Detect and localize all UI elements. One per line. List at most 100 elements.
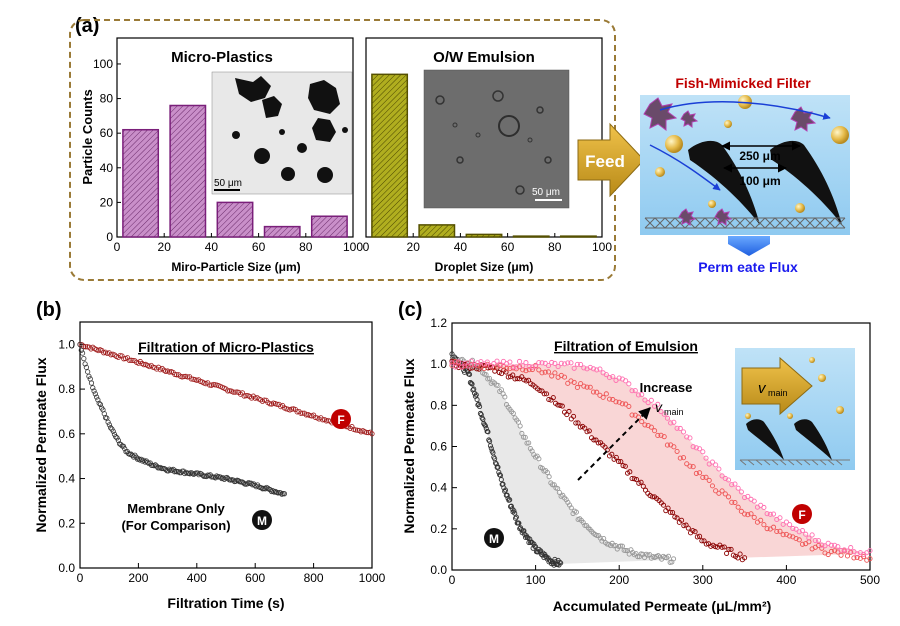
data-point xyxy=(693,470,699,476)
data-point xyxy=(581,383,587,389)
data-point xyxy=(498,477,504,483)
data-point xyxy=(539,370,545,376)
oil-droplet xyxy=(655,167,665,177)
data-point xyxy=(851,555,857,561)
permeate-arrow xyxy=(728,236,770,256)
data-point xyxy=(632,388,638,394)
data-point xyxy=(232,389,238,395)
data-point xyxy=(243,393,249,399)
data-point xyxy=(320,417,326,423)
data-point xyxy=(584,429,590,435)
data-point xyxy=(620,463,626,469)
data-point xyxy=(700,449,706,455)
data-point xyxy=(700,474,706,480)
data-point xyxy=(172,371,178,378)
x-tick-label: 80 xyxy=(299,240,313,254)
data-point xyxy=(555,402,561,408)
velocity-inset: v main xyxy=(735,348,855,470)
data-point xyxy=(526,367,532,373)
data-point xyxy=(616,375,622,381)
x-tick-label: 600 xyxy=(245,571,265,585)
data-point xyxy=(674,515,680,521)
x-tick-label: 800 xyxy=(304,571,324,585)
data-point xyxy=(799,541,806,547)
data-point xyxy=(303,412,309,418)
data-point xyxy=(582,425,588,431)
data-point xyxy=(114,435,120,441)
data-point xyxy=(658,432,664,438)
data-point xyxy=(77,341,83,348)
data-point xyxy=(476,401,482,407)
ow-title: O/W Emulsion xyxy=(433,49,535,66)
y-tick-label: 0 xyxy=(106,230,113,244)
data-point xyxy=(511,508,517,514)
data-point xyxy=(455,359,461,365)
data-point xyxy=(623,401,629,407)
x-tick-label: 20 xyxy=(158,240,172,254)
micro-plastic-particle xyxy=(680,110,699,128)
data-point xyxy=(512,515,519,521)
data-point xyxy=(780,521,786,527)
data-point xyxy=(468,358,474,364)
data-point xyxy=(488,445,494,451)
data-point xyxy=(78,347,84,353)
data-point xyxy=(478,359,484,365)
data-point xyxy=(469,381,475,387)
data-point xyxy=(793,526,799,532)
data-point xyxy=(812,538,818,544)
data-point xyxy=(623,378,629,384)
micro-plastic-particle xyxy=(643,97,678,131)
bar xyxy=(512,235,550,238)
data-point xyxy=(737,551,743,557)
mpf-annotation-line2: (For Comparison) xyxy=(121,518,230,533)
data-point xyxy=(634,477,640,483)
data-point xyxy=(141,362,147,368)
data-point xyxy=(122,446,128,452)
data-point xyxy=(828,548,834,555)
data-point xyxy=(745,493,751,499)
increase-v-label: v xyxy=(655,399,663,415)
data-point xyxy=(561,374,568,380)
data-point xyxy=(575,420,581,426)
data-point xyxy=(742,494,748,501)
x-tick-label: 100 xyxy=(526,573,546,587)
data-point xyxy=(88,380,95,386)
x-tick-label: 200 xyxy=(609,573,629,587)
oil-droplet xyxy=(665,135,683,153)
data-point xyxy=(230,389,236,395)
data-point xyxy=(761,522,767,528)
svg-text:M: M xyxy=(257,514,267,528)
data-point xyxy=(555,364,561,370)
dim-250-label: 250 μm xyxy=(739,149,780,163)
y-tick-label: 100 xyxy=(93,57,113,71)
data-point xyxy=(661,434,667,440)
data-point xyxy=(533,363,539,369)
y-tick-label: 0.2 xyxy=(58,516,75,530)
data-point xyxy=(244,481,250,487)
data-point xyxy=(79,350,86,356)
data-point xyxy=(449,360,455,366)
data-point xyxy=(648,424,654,430)
data-point xyxy=(783,519,789,525)
data-point xyxy=(497,362,503,368)
data-point xyxy=(738,489,744,495)
data-point xyxy=(867,556,873,562)
data-point xyxy=(742,511,748,517)
data-point xyxy=(108,425,114,431)
data-point xyxy=(767,511,773,517)
data-point xyxy=(640,483,646,489)
data-point xyxy=(573,420,579,426)
data-point xyxy=(178,470,184,476)
data-point xyxy=(82,361,88,367)
data-point xyxy=(516,520,522,526)
data-point xyxy=(618,459,624,465)
data-point xyxy=(578,381,584,387)
mpf-annotation-line1: Membrane Only xyxy=(127,501,225,516)
data-point xyxy=(581,365,587,371)
data-point xyxy=(565,360,571,366)
data-point xyxy=(780,532,786,538)
data-point xyxy=(607,375,613,381)
x-tick-label: 60 xyxy=(501,240,515,254)
data-point xyxy=(655,401,661,407)
